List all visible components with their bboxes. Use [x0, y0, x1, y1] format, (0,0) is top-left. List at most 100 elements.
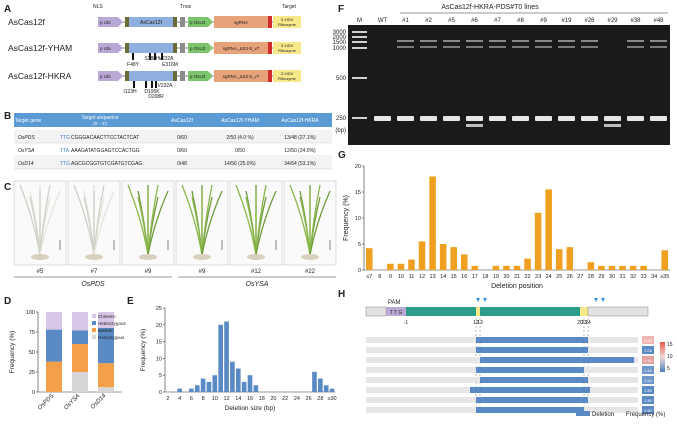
gel-band-hi-b-5 — [466, 46, 483, 48]
g-xticklabel-22: 29 — [598, 274, 604, 280]
g-xticklabel-13: 20 — [503, 274, 509, 280]
h-seed-23 — [580, 307, 588, 316]
d-bar-1-3 — [72, 312, 88, 331]
photo-4 — [229, 180, 283, 266]
table-header-bg — [14, 113, 332, 127]
g-yticklabel-3: 15 — [355, 190, 361, 196]
d-legend-swatch-3 — [92, 335, 96, 339]
table-row-bg-2 — [14, 156, 332, 169]
e-xticklabel-6: 14 — [235, 396, 241, 402]
photo-2 — [121, 180, 175, 266]
target-box-2 — [268, 70, 272, 82]
root-0 — [31, 254, 49, 260]
h-heat-value-2: 4.42 — [644, 359, 651, 363]
d-bar-0-1 — [46, 361, 62, 392]
g-xticklabel-21: 28 — [588, 274, 594, 280]
ribozyme-label-b-2: Ribozyme — [278, 76, 297, 81]
e-xticklabel-1: 4 — [178, 396, 181, 402]
cds-box-2 — [129, 71, 173, 81]
panel-letter-F: F — [338, 4, 344, 15]
gel-band-2 — [397, 116, 414, 121]
e-xticklabel-12: 26 — [306, 396, 312, 402]
photo-label-4: #12 — [251, 269, 262, 275]
d-xticklabel-1: OsYSA — [63, 393, 81, 411]
table-c1-2: 0/48 — [177, 161, 187, 167]
table-header-3: AsCas12f-YHAM — [221, 118, 259, 124]
d-legend-label-1: Heterozygous — [98, 321, 127, 326]
nls-box-a-1 — [125, 43, 129, 53]
table-header-0: Target gene — [15, 118, 42, 124]
h-left-flank — [365, 306, 387, 317]
gel-band-hi-b-13 — [650, 46, 667, 48]
gel-lane-label-12: #38 — [630, 18, 641, 24]
gel-lane-label-4: #5 — [448, 18, 455, 24]
d-bar-2-2 — [98, 328, 114, 364]
gel-ladder-label-0: 3000 — [333, 30, 347, 36]
promoter-u3-2 — [188, 71, 213, 81]
mutation-label-yham-1: S188H — [144, 56, 160, 62]
table-gene-1: OsYSA — [18, 148, 35, 154]
g-xticklabel-14: 21 — [514, 274, 520, 280]
h-heat-cell-5 — [642, 386, 654, 394]
gel-band-hi-a-5 — [466, 40, 483, 42]
sgrna-box-1 — [214, 42, 268, 54]
gel-band-hi-a-9 — [558, 40, 575, 42]
g-xticklabel-10: 17 — [472, 274, 478, 280]
d-bar-0-2 — [46, 329, 62, 362]
table-c2-1: 0/50 — [235, 148, 245, 154]
gel-band-hi-a-4 — [443, 40, 460, 42]
table-seq-1: AAAGATATGGAGTCCACTGG — [71, 148, 140, 154]
h-heat-value-7: 2.60 — [644, 409, 651, 413]
h-seed-12 — [476, 307, 480, 316]
promoter-u3-label-2: p OsU3 — [190, 74, 206, 79]
table-gene-2: OsD14 — [18, 161, 34, 167]
gel-ladder-label-3: 1000 — [333, 46, 347, 52]
leaf-1-7 — [93, 190, 115, 256]
e-bar-9 — [218, 324, 224, 392]
g-xticklabel-23: 30 — [609, 274, 615, 280]
h-deletion-0 — [476, 337, 588, 343]
gel-ladder-label-5: 250 — [336, 116, 347, 122]
table-seq-2: AGCGCGGTGTCGATGTCGAG — [71, 161, 142, 167]
ribozyme-label-b-1: Ribozyme — [278, 48, 297, 53]
leaf-3-7 — [201, 190, 223, 256]
g-bar-23 — [608, 265, 616, 270]
g-xticklabel-3: 10 — [398, 274, 404, 280]
e-yticklabel-3: 15 — [156, 340, 162, 346]
gel-band-hi-a-7 — [512, 40, 529, 42]
photo-label-5: #22 — [305, 269, 316, 275]
h-heat-value-3: 3.54 — [644, 369, 651, 373]
gel-lane-label-0: M — [357, 18, 362, 24]
h-cut-arrow-1 — [483, 298, 487, 302]
gel-ladder-band-0 — [352, 31, 367, 33]
g-xticklabel-19: 26 — [567, 274, 573, 280]
e-xticklabel-10: 22 — [282, 396, 288, 402]
g-xlabel: Deletion position — [491, 283, 543, 290]
gel-ladder-label-4: 500 — [336, 76, 347, 82]
sgrna-box-2 — [214, 70, 268, 82]
table-c3-1: 12/50 (24.0%) — [284, 148, 316, 154]
promoter-ubi-1 — [98, 43, 123, 53]
d-ylabel: Frequency (%) — [9, 331, 16, 374]
root-2 — [139, 254, 157, 260]
panel-letter-C: C — [4, 182, 11, 193]
d-yticklabel-4: 100 — [26, 310, 35, 316]
e-xticklabel-0: 2 — [166, 396, 169, 402]
table-pam-0: TTG — [60, 135, 70, 141]
table-header-1: Target sequence — [82, 115, 119, 121]
g-xticklabel-24: 31 — [619, 274, 625, 280]
root-3 — [193, 254, 211, 260]
promoter-ubi-label-2: p Ubi — [100, 74, 111, 79]
gel-band-hi-b-9 — [558, 46, 575, 48]
e-bar-26 — [318, 378, 323, 392]
leaf-2-6 — [147, 184, 159, 256]
g-bar-12 — [492, 265, 500, 270]
h-deletion-7 — [476, 407, 584, 413]
d-yticklabel-0: 0 — [32, 390, 35, 396]
cds-box-0 — [129, 17, 173, 27]
h-scale-label-1: 10 — [667, 354, 673, 360]
g-bar-18 — [555, 249, 563, 270]
h-deletion-1 — [476, 347, 588, 353]
e-yticklabel-4: 20 — [156, 323, 162, 329]
g-xticklabel-4: 11 — [409, 274, 415, 280]
